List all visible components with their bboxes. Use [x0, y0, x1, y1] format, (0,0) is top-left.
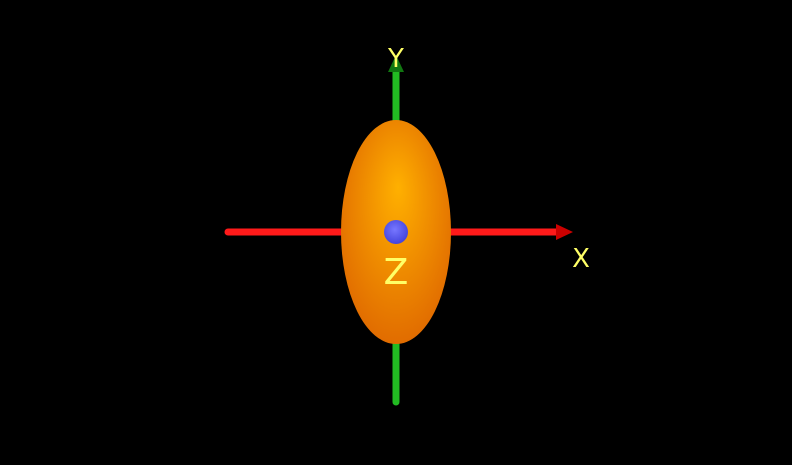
x-axis-label: X [572, 244, 590, 274]
z-axis-dot [384, 220, 408, 244]
y-axis-arrowhead [388, 55, 404, 72]
z-axis-label: Z [384, 252, 409, 293]
x-axis-arrowhead [556, 224, 573, 240]
y-axis-label: Y [387, 44, 404, 74]
